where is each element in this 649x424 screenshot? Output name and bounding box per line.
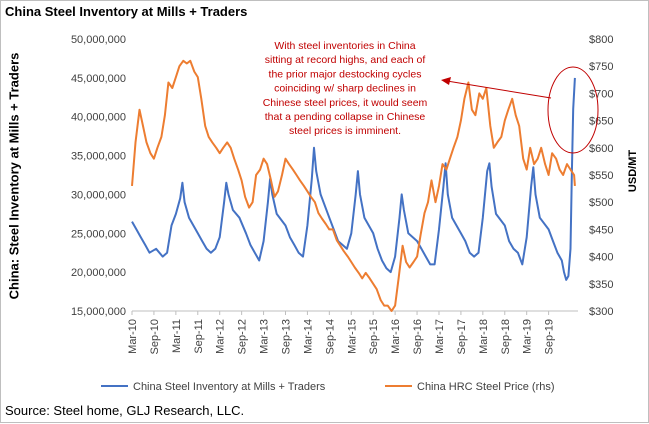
x-tick-label: Mar-10 [127, 319, 139, 354]
y-tick-label-right: $350 [589, 279, 613, 291]
x-tick-label: Sep-18 [500, 319, 512, 354]
y-tick-label-right: $500 [589, 197, 613, 209]
x-tick-label: Sep-13 [280, 319, 292, 354]
annotation-line: that a pending collapse in Chinese [265, 111, 426, 123]
x-tick-label: Sep-17 [456, 319, 468, 354]
y-tick-label-left: 45,000,000 [71, 73, 126, 85]
y-tick-label-right: $650 [589, 116, 613, 128]
legend-label-price: China HRC Steel Price (rhs) [417, 381, 555, 393]
y-tick-label-left: 40,000,000 [71, 112, 126, 124]
y-tick-label-right: $700 [589, 88, 613, 100]
x-tick-label: Mar-16 [390, 319, 402, 354]
y-tick-label-right: $550 [589, 170, 613, 182]
y-tick-label-right: $400 [589, 252, 613, 264]
annotation-line: Chinese steel prices, it would seem [263, 97, 428, 109]
x-tick-label: Mar-18 [478, 319, 490, 354]
annotation-arrow-head [441, 77, 451, 85]
chart-title: China Steel Inventory at Mills + Traders [5, 4, 248, 19]
annotation-line: With steel inventories in China [274, 40, 415, 52]
y-tick-label-right: $800 [589, 34, 613, 46]
y-tick-label-left: 35,000,000 [71, 151, 126, 163]
y-tick-label-left: 15,000,000 [71, 306, 126, 318]
y-tick-label-right: $750 [589, 61, 613, 73]
price-series-line [131, 59, 576, 312]
x-tick-label: Mar-15 [346, 319, 358, 354]
y-tick-label-left: 25,000,000 [71, 228, 126, 240]
y-tick-label-right: $450 [589, 224, 613, 236]
x-tick-label: Mar-11 [171, 319, 183, 353]
x-tick-label: Sep-19 [544, 319, 556, 354]
annotation-line: the prior major destocking cycles [269, 68, 422, 80]
x-tick-label: Mar-14 [302, 319, 314, 354]
x-tick-label: Mar-13 [259, 319, 271, 354]
x-tick-label: Sep-15 [368, 319, 380, 354]
x-tick-label: Sep-10 [149, 319, 161, 354]
source-note: Source: Steel home, GLJ Research, LLC. [5, 403, 245, 418]
annotation-line: coinciding w/ sharp declines in [274, 83, 416, 95]
annotation-line: sitting at record highs, and each of [265, 54, 426, 66]
x-tick-label: Sep-12 [237, 319, 249, 354]
x-tick-label: Mar-17 [434, 319, 446, 354]
y-tick-label-left: 50,000,000 [71, 34, 126, 46]
x-tick-label: Sep-16 [412, 319, 424, 354]
annotation-line: steel prices is imminent. [289, 125, 401, 137]
x-tick-label: Mar-12 [215, 319, 227, 354]
annotation-ellipse [547, 66, 599, 154]
x-tick-label: Sep-11 [193, 319, 205, 354]
x-tick-label: Sep-14 [324, 319, 336, 354]
inventory-series-line [131, 77, 576, 281]
x-tick-label: Mar-19 [522, 319, 534, 354]
y-tick-label-left: 20,000,000 [71, 267, 126, 279]
y-tick-label-right: $300 [589, 306, 613, 318]
annotation-arrow-line [446, 80, 552, 99]
legend-label-inventory: China Steel Inventory at Mills + Traders [133, 381, 326, 393]
y-tick-label-left: 30,000,000 [71, 189, 126, 201]
y-tick-label-right: $600 [589, 143, 613, 155]
